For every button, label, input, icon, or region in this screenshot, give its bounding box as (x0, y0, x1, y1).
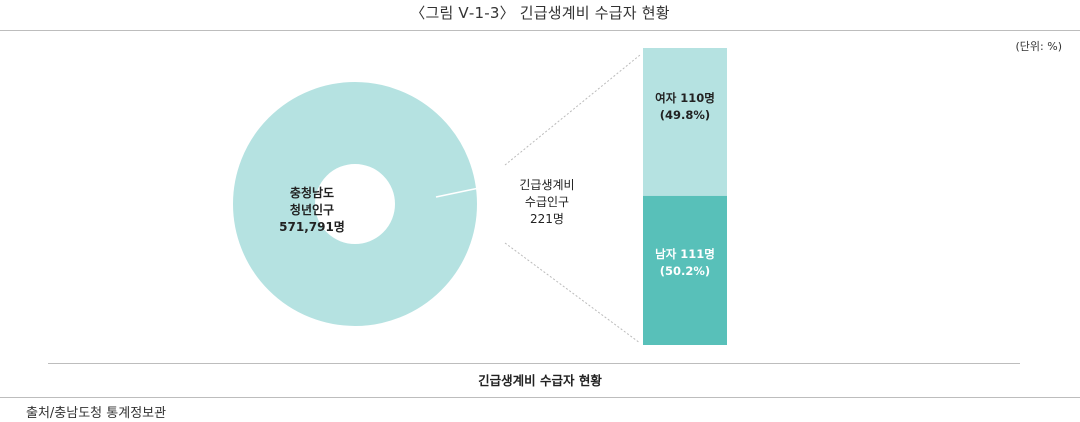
figure-title: 〈그림 Ⅴ-1-3〉 긴급생계비 수급자 현황 (410, 4, 670, 22)
recipient-slice-label: 긴급생계비 (519, 178, 574, 192)
bottom-divider (0, 397, 1080, 398)
donut-ring (233, 82, 477, 326)
donut-slice-label: 충청남도 (290, 185, 334, 200)
connector-line-top (504, 54, 641, 166)
donut-slice-label: 571,791명 (279, 220, 345, 234)
unit-label: (단위: %) (1015, 40, 1062, 53)
chart-canvas: 충청남도 청년인구 571,791명 긴급생계비 수급인구 221명 여자 11… (233, 48, 727, 345)
bar-segment-female (643, 48, 727, 196)
caption-divider (48, 363, 1020, 364)
recipient-slice-label: 221명 (530, 212, 564, 226)
top-divider (0, 30, 1080, 31)
donut-slice-label: 청년인구 (290, 202, 334, 217)
bar-segment-male (643, 195, 727, 345)
connector-line-bottom (504, 242, 641, 344)
recipient-slice-label: 수급인구 (525, 195, 569, 209)
bar-label-female-percent: (49.8%) (660, 108, 710, 122)
bar-label-female: 여자 110명 (655, 91, 715, 105)
source-note: 출처/충남도청 통계정보관 (26, 406, 167, 421)
bar-label-male: 남자 111명 (655, 247, 715, 261)
donut-slice-divider (435, 182, 504, 198)
chart-caption: 긴급생계비 수급자 현황 (478, 373, 602, 388)
bar-label-male-percent: (50.2%) (660, 264, 710, 278)
